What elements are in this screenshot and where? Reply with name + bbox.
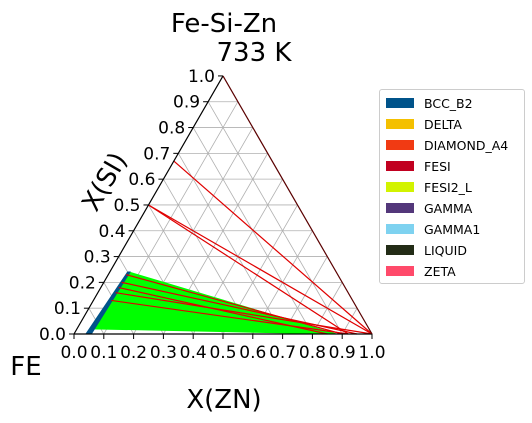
legend-label: BCC_B2 [424, 95, 473, 111]
y-tick-label: 0.5 [113, 196, 140, 216]
x-tick-label: 0.4 [180, 343, 207, 363]
grid-line-fe [177, 153, 283, 335]
x-tick-label: 0.8 [299, 343, 326, 363]
tie-line [148, 204, 349, 335]
edge-hypotenuse [222, 75, 373, 335]
legend-label: DIAMOND_A4 [424, 137, 509, 153]
legend-swatch [386, 161, 414, 171]
y-tick-label: 0.6 [128, 170, 155, 190]
legend-item: DELTA [386, 115, 462, 133]
legend-swatch [386, 98, 414, 108]
legend-label: ZETA [424, 263, 456, 279]
y-tick-label: 0.1 [54, 299, 81, 319]
x-tick-label: 0.2 [120, 343, 147, 363]
legend-label: DELTA [424, 116, 462, 132]
legend-item: FESI2_L [386, 178, 472, 196]
legend-item: DIAMOND_A4 [386, 136, 508, 154]
y-tick-label: 0.3 [84, 248, 111, 268]
tie-line [115, 292, 373, 335]
legend-label: GAMMA [424, 200, 473, 216]
legend-swatch [386, 266, 414, 276]
legend-item: BCC_B2 [386, 94, 473, 112]
x-axis-label: X(ZN) [186, 385, 261, 415]
y-tick-label: 0.2 [69, 273, 96, 293]
legend-item: LIQUID [386, 241, 467, 259]
legend-label: GAMMA1 [424, 221, 481, 237]
y-tick-label: 0.7 [143, 144, 170, 164]
x-tick-label: 0.5 [209, 343, 236, 363]
chart-title: Fe-Si-Zn [171, 9, 277, 39]
x-tick-label: 0.3 [150, 343, 177, 363]
grid-line-fe [207, 101, 343, 335]
x-tick-label: 0.0 [60, 343, 87, 363]
legend-item: GAMMA [386, 199, 472, 217]
tie-line-layer [111, 160, 373, 335]
tie-line [148, 204, 373, 335]
y-tick-label: 0.8 [158, 119, 185, 139]
tie-line [125, 274, 343, 335]
legend-swatch [386, 245, 414, 255]
legend-swatch [386, 119, 414, 129]
x-tick-label: 0.6 [239, 343, 266, 363]
x-tick-label: 0.7 [269, 343, 296, 363]
x-tick-label: 0.1 [90, 343, 117, 363]
x-tick-label: 1.0 [358, 343, 385, 363]
tick-layer: 0.00.00.10.10.20.20.30.30.40.40.50.50.60… [39, 67, 386, 363]
legend-item: FESI [386, 157, 451, 175]
y-tick-label: 0.0 [39, 325, 66, 345]
legend-item: ZETA [386, 262, 456, 280]
legend: BCC_B2 DELTA DIAMOND_A4 FESI FESI2_L GAMMA GAM… [379, 89, 525, 284]
legend-swatch [386, 140, 414, 150]
tie-line [111, 299, 349, 335]
y-tick-label: 0.9 [173, 93, 200, 113]
tie-line [173, 160, 373, 335]
legend-label: FESI [424, 158, 451, 174]
legend-swatch [386, 224, 414, 234]
legend-label: LIQUID [424, 242, 467, 258]
y-tick-label: 0.4 [99, 222, 126, 242]
legend-label: FESI2_L [424, 179, 472, 195]
legend-item: GAMMA1 [386, 220, 480, 238]
legend-swatch [386, 203, 414, 213]
region-layer [84, 271, 337, 335]
legend-swatch [386, 182, 414, 192]
y-tick-label: 1.0 [188, 67, 215, 87]
corner-label: FE [10, 352, 41, 382]
chart-subtitle: 733 K [217, 38, 293, 68]
x-tick-label: 0.9 [329, 343, 356, 363]
